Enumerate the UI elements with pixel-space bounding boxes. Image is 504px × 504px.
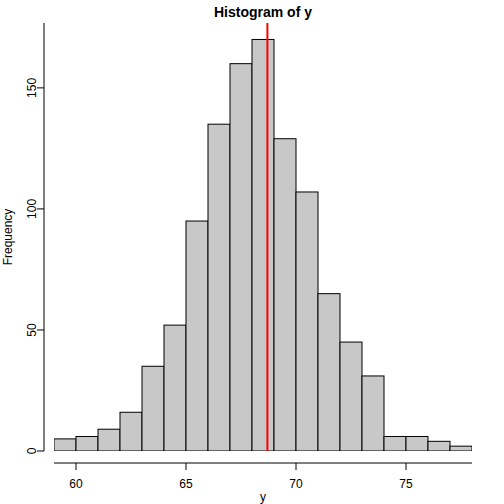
bar (318, 294, 340, 451)
plot-area (54, 23, 472, 451)
y-tick-label: 0 (25, 447, 39, 454)
x-tick (186, 463, 187, 470)
x-tick (406, 463, 407, 470)
y-tick-label: 50 (25, 323, 39, 337)
bar (164, 325, 186, 451)
y-tick-label: 150 (25, 78, 39, 98)
bar (120, 412, 142, 451)
bar (296, 192, 318, 451)
x-tick-label: 70 (289, 477, 303, 491)
bar (384, 436, 406, 451)
bar (98, 429, 120, 451)
y-axis-line (44, 23, 45, 451)
title: Histogram of y (214, 4, 312, 20)
bar (54, 439, 76, 451)
bar (406, 436, 428, 451)
x-axis-label: y (260, 490, 266, 504)
bar (76, 436, 98, 451)
x-tick-label: 65 (179, 477, 193, 491)
bar (252, 39, 274, 451)
bar (142, 366, 164, 451)
vertical-line (266, 23, 268, 451)
x-tick-label: 75 (399, 477, 413, 491)
bar (428, 441, 450, 451)
x-axis-line (54, 463, 472, 464)
bar (230, 64, 252, 451)
x-tick (76, 463, 77, 470)
bar (186, 221, 208, 451)
bar (340, 342, 362, 451)
bar (362, 376, 384, 451)
y-tick-label: 100 (25, 199, 39, 219)
bar (208, 124, 230, 451)
x-tick-label: 60 (69, 477, 83, 491)
y-axis-label: Frequency (1, 209, 15, 266)
bar (274, 139, 296, 451)
x-tick (296, 463, 297, 470)
chart: 60 65 70 75 0 50 100 150 Histogram of y y Frequenc… (0, 0, 504, 504)
bar (450, 446, 472, 451)
